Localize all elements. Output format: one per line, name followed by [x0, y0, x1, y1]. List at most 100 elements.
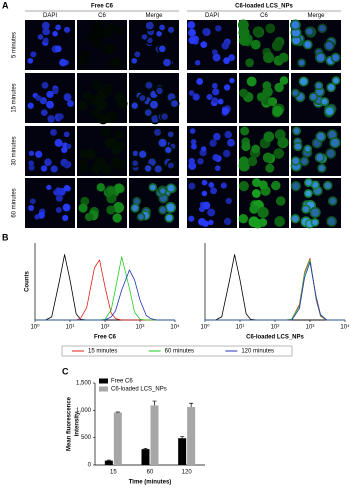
nucleus	[304, 41, 312, 48]
cell	[105, 137, 117, 149]
nucleus	[154, 165, 162, 173]
nucleus	[144, 109, 152, 116]
nucleus	[329, 197, 336, 205]
micrograph	[239, 73, 289, 123]
micrograph	[187, 126, 237, 176]
cell	[251, 144, 260, 154]
nucleus	[332, 54, 339, 61]
nucleus	[197, 158, 204, 165]
legend-label: C6-loaded LCS_NPs	[111, 387, 167, 393]
y-axis-label: Mean fluorescence	[67, 396, 73, 451]
nucleus	[57, 113, 64, 120]
micrograph	[77, 126, 127, 176]
x-tick-label: 10⁴	[170, 324, 180, 331]
nucleus	[188, 36, 197, 45]
nucleus	[167, 162, 174, 169]
x-tick-label: 10⁰	[200, 324, 210, 331]
micrograph	[25, 178, 75, 228]
nucleus	[211, 82, 218, 89]
histogram-curve	[35, 269, 175, 321]
cell	[274, 82, 284, 93]
nucleus	[325, 107, 334, 115]
nucleus	[40, 109, 48, 116]
nucleus	[151, 115, 159, 123]
nucleus	[34, 214, 40, 220]
nucleus	[189, 128, 196, 134]
nucleus	[166, 214, 173, 222]
nucleus	[291, 21, 300, 29]
nucleus	[62, 214, 69, 222]
y-axis-label: Counts	[25, 271, 31, 292]
cell	[96, 183, 106, 192]
x-tick-label: 10⁴	[340, 324, 350, 331]
cell	[279, 76, 289, 85]
bar	[113, 412, 122, 465]
nucleus	[223, 217, 232, 226]
nucleus	[301, 158, 308, 165]
panel-label: A	[2, 0, 9, 10]
nucleus	[310, 93, 317, 100]
panel-label: C	[62, 366, 69, 376]
micrograph	[187, 20, 237, 70]
cell	[245, 58, 254, 68]
cell	[277, 137, 289, 149]
micrograph	[129, 73, 180, 125]
legend-label: 15 minutes	[88, 349, 117, 355]
legend-swatch	[99, 386, 108, 392]
x-tick-label: 60	[147, 470, 154, 476]
nucleus	[326, 149, 335, 158]
nucleus	[212, 154, 220, 161]
nucleus	[316, 53, 325, 62]
nucleus	[55, 24, 62, 31]
nucleus	[305, 190, 312, 197]
x-axis-label: Time (minutes)	[129, 480, 172, 486]
x-tick-label: 10¹	[236, 325, 245, 331]
histogram-curve	[205, 258, 345, 321]
nucleus	[131, 57, 138, 64]
nucleus	[207, 208, 216, 217]
micrograph	[290, 126, 341, 176]
cell	[106, 205, 116, 215]
x-tick-label: 10³	[136, 325, 145, 331]
nucleus	[27, 102, 34, 109]
nucleus	[44, 158, 52, 167]
nucleus	[302, 206, 309, 213]
nucleus	[46, 90, 54, 98]
cell	[238, 181, 249, 192]
nucleus	[200, 146, 207, 152]
nucleus	[188, 90, 195, 96]
nucleus	[132, 160, 139, 167]
nucleus	[316, 154, 324, 161]
nucleus	[325, 41, 334, 50]
cell	[117, 98, 128, 109]
nucleus	[150, 100, 158, 109]
nucleus	[159, 207, 166, 213]
x-tick-label: 10³	[306, 325, 315, 331]
y-tick-label: 1,500	[76, 381, 92, 387]
cell	[114, 160, 124, 171]
nucleus	[214, 165, 221, 172]
micrograph	[25, 20, 75, 70]
nucleus	[188, 157, 195, 165]
nucleus	[229, 77, 235, 84]
nucleus	[294, 143, 301, 150]
nucleus	[161, 113, 168, 120]
cell	[241, 141, 251, 152]
nucleus	[293, 128, 300, 134]
nucleus	[158, 45, 166, 53]
micrograph	[187, 73, 237, 123]
y-tick-label: 1,000	[76, 408, 92, 414]
nucleus	[190, 143, 197, 150]
cell	[107, 111, 118, 122]
micrograph	[289, 19, 341, 70]
bar	[150, 405, 159, 465]
group-title: C6-loaded LCS_NPs	[235, 4, 293, 10]
nucleus	[305, 179, 312, 186]
nucleus	[188, 28, 196, 37]
bar	[141, 449, 150, 465]
nucleus	[166, 203, 175, 212]
nucleus	[318, 165, 325, 172]
nucleus	[208, 182, 215, 188]
nucleus	[312, 219, 318, 226]
